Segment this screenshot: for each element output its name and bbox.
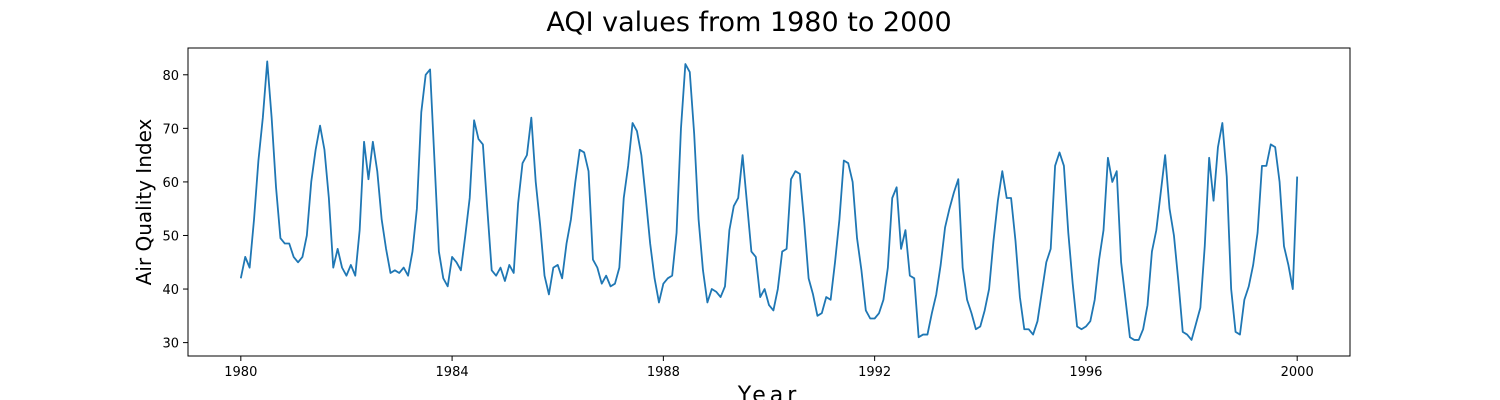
x-tick-label: 2000 bbox=[1281, 365, 1314, 380]
plot-area bbox=[187, 47, 1351, 357]
y-tick-label: 80 bbox=[162, 69, 179, 84]
x-axis-label: Year bbox=[737, 383, 801, 400]
x-tick-label: 1996 bbox=[1069, 365, 1102, 380]
x-axis: 1980 1984 1988 1992 1996 2000 bbox=[224, 356, 1314, 380]
x-tick-label: 1980 bbox=[224, 365, 257, 380]
y-axis: 30 40 50 60 70 80 bbox=[162, 69, 188, 352]
series-line bbox=[239, 60, 1299, 341]
x-tick-label: 1992 bbox=[858, 365, 891, 380]
y-axis-label: Air Quality Index bbox=[132, 118, 156, 285]
x-tick-label: 1984 bbox=[436, 365, 469, 380]
y-tick-label: 30 bbox=[162, 337, 179, 352]
chart-title: AQI values from 1980 to 2000 bbox=[546, 7, 951, 38]
y-tick-label: 60 bbox=[162, 176, 179, 191]
y-tick-label: 70 bbox=[162, 122, 179, 137]
plot-frame bbox=[187, 47, 1351, 357]
y-tick-label: 40 bbox=[162, 283, 179, 298]
y-tick-label: 50 bbox=[162, 229, 179, 244]
x-tick-label: 1988 bbox=[647, 365, 680, 380]
